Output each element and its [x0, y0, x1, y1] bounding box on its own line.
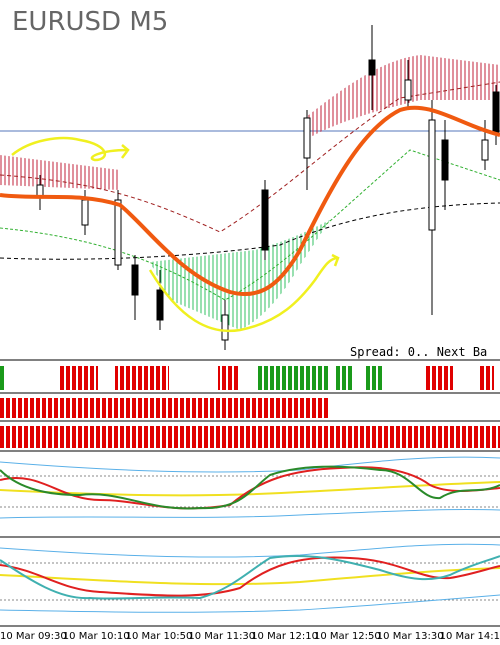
time-label: 10 Mar 10:50 [126, 631, 193, 642]
band-mid [0, 202, 500, 260]
candles [36, 25, 500, 350]
time-label: 10 Mar 10:10 [63, 631, 130, 642]
trend-bars [0, 426, 500, 448]
signal-panel [0, 366, 494, 390]
status-text: Spread: 0.. Next Ba [350, 345, 487, 359]
chart-title: EURUSD M5 [12, 7, 168, 37]
band-lower [0, 149, 500, 301]
time-label: 10 Mar 13:30 [377, 631, 444, 642]
arrow-annotation [11, 136, 130, 162]
time-label: 10 Mar 14:10 [440, 631, 500, 642]
time-label: 10 Mar 12:50 [314, 631, 381, 642]
oscillator-1 [0, 456, 500, 519]
time-label: 10 Mar 11:30 [188, 631, 255, 642]
time-label: 10 Mar 12:10 [251, 631, 318, 642]
band-upper [0, 81, 500, 233]
cloud-red [0, 155, 120, 190]
oscillator-2 [0, 543, 500, 613]
moving-average [0, 105, 500, 297]
cloud-green [150, 220, 330, 330]
price-panel: EURUSD M5 Spread: 0.. Next Ba [0, 7, 500, 359]
arrow-annotation [148, 253, 340, 333]
time-label: 10 Mar 09:30 [0, 631, 67, 642]
trend-bars [0, 398, 328, 418]
